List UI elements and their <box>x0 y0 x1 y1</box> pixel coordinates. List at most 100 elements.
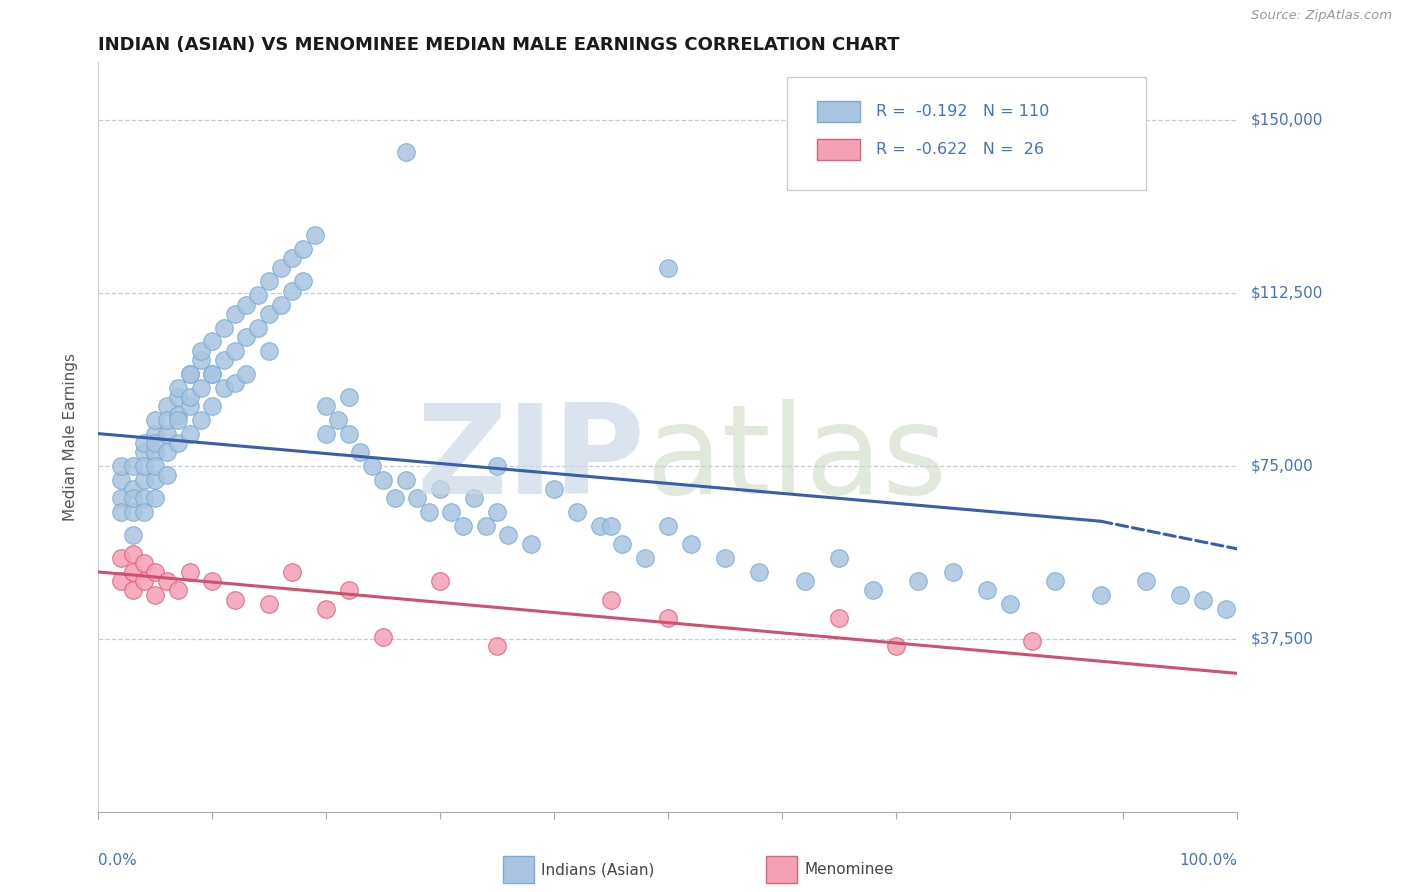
Point <box>212 352 235 367</box>
Point <box>486 639 509 653</box>
Point <box>270 297 292 311</box>
Text: $150,000: $150,000 <box>1251 112 1323 128</box>
Point <box>326 413 349 427</box>
Point <box>132 445 155 459</box>
Point <box>156 426 179 441</box>
Point <box>179 367 201 381</box>
Point <box>395 473 418 487</box>
Point <box>1090 588 1112 602</box>
Point <box>862 583 884 598</box>
Point <box>281 565 304 579</box>
Point <box>588 519 610 533</box>
Point <box>145 426 167 441</box>
Y-axis label: Median Male Earnings: Median Male Earnings <box>63 353 77 521</box>
Point <box>360 458 382 473</box>
Point <box>337 583 360 598</box>
Point <box>270 260 292 275</box>
Point <box>121 528 143 542</box>
Point <box>235 367 257 381</box>
Point <box>167 583 190 598</box>
Point <box>486 505 509 519</box>
Point <box>486 458 509 473</box>
Point <box>235 297 257 311</box>
Point <box>429 574 451 589</box>
Point <box>145 413 167 427</box>
Text: 0.0%: 0.0% <box>98 853 138 868</box>
Point <box>145 491 167 505</box>
Point <box>121 482 143 496</box>
Point <box>224 592 246 607</box>
Point <box>259 597 281 611</box>
Point <box>179 390 201 404</box>
Point <box>212 320 235 334</box>
Point <box>1021 634 1043 648</box>
Point <box>167 435 190 450</box>
Point <box>371 473 394 487</box>
Point <box>884 639 907 653</box>
Point <box>907 574 929 589</box>
Point <box>132 556 155 570</box>
Point <box>145 445 167 459</box>
Point <box>201 367 224 381</box>
Point <box>315 602 337 616</box>
Point <box>337 426 360 441</box>
Point <box>259 307 281 321</box>
Point <box>657 611 679 625</box>
Point <box>201 334 224 349</box>
Text: $112,500: $112,500 <box>1251 285 1323 301</box>
Point <box>110 473 132 487</box>
Point <box>110 505 132 519</box>
Point <box>132 505 155 519</box>
Point <box>145 458 167 473</box>
Point <box>406 491 429 505</box>
Point <box>565 505 588 519</box>
Point <box>634 551 657 566</box>
Point <box>998 597 1021 611</box>
Point <box>292 242 315 256</box>
Point <box>132 473 155 487</box>
Point <box>201 574 224 589</box>
Point <box>145 565 167 579</box>
Point <box>474 519 496 533</box>
Point <box>132 458 155 473</box>
Point <box>167 408 190 422</box>
Point <box>429 482 451 496</box>
Point <box>976 583 998 598</box>
Point <box>418 505 440 519</box>
Point <box>1215 602 1237 616</box>
FancyBboxPatch shape <box>817 139 860 160</box>
Point <box>121 505 143 519</box>
Point <box>190 343 212 358</box>
Text: $75,000: $75,000 <box>1251 458 1315 474</box>
Point <box>281 284 304 298</box>
Text: Source: ZipAtlas.com: Source: ZipAtlas.com <box>1251 9 1392 22</box>
Point <box>657 519 679 533</box>
Point <box>259 275 281 289</box>
Point <box>110 551 132 566</box>
Point <box>657 260 679 275</box>
Point <box>224 376 246 390</box>
Text: R =  -0.622   N =  26: R = -0.622 N = 26 <box>876 142 1045 157</box>
Point <box>224 307 246 321</box>
Point <box>793 574 815 589</box>
Point <box>349 445 371 459</box>
Point <box>110 458 132 473</box>
Point <box>384 491 406 505</box>
Point <box>167 413 190 427</box>
Point <box>132 435 155 450</box>
Point <box>1170 588 1192 602</box>
Point <box>190 380 212 394</box>
Point <box>145 435 167 450</box>
Point <box>1192 592 1215 607</box>
Point <box>942 565 965 579</box>
Point <box>190 413 212 427</box>
Point <box>145 588 167 602</box>
Point <box>132 574 155 589</box>
Point <box>259 343 281 358</box>
Point <box>179 399 201 413</box>
Point <box>212 380 235 394</box>
Point <box>235 330 257 344</box>
Point <box>281 252 304 266</box>
Point <box>121 491 143 505</box>
Point <box>121 583 143 598</box>
